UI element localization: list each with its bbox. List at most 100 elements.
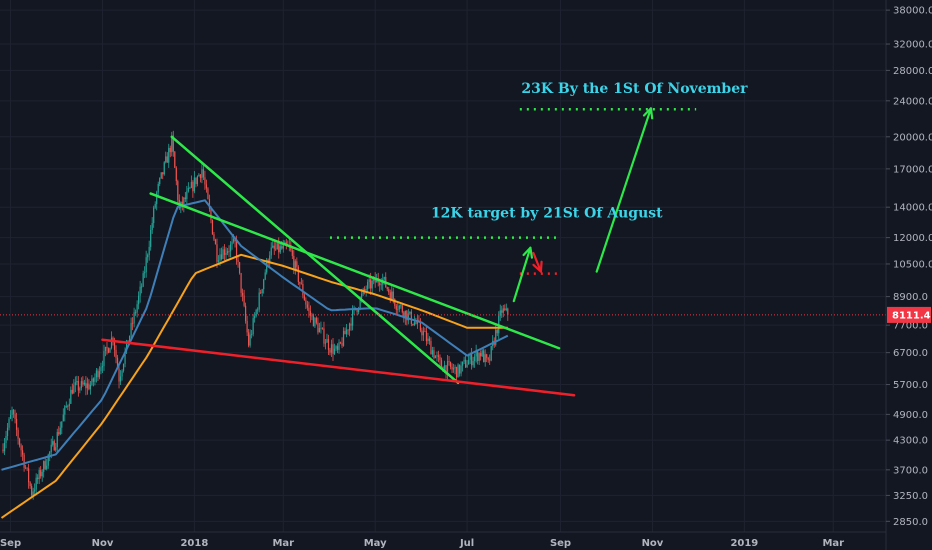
arrow-up-first [512, 246, 532, 303]
candle-body [305, 300, 307, 305]
candle-body [44, 461, 46, 469]
candle-body [320, 327, 322, 329]
candle-body [32, 491, 34, 496]
candle-body [150, 229, 152, 247]
candle-body [413, 322, 415, 325]
arrow-up-second-head [642, 107, 654, 120]
candle-body [359, 297, 361, 309]
candle-body [323, 328, 325, 344]
candle-body [449, 361, 452, 367]
candle-body [309, 311, 312, 316]
candle-body [293, 255, 295, 270]
candle-body [472, 361, 474, 366]
candle-body [350, 323, 352, 326]
candle-body [505, 308, 507, 310]
candle-body [183, 197, 185, 206]
candle-body [400, 305, 402, 307]
candle-body [342, 330, 345, 346]
candle-body [246, 320, 248, 333]
candle-body [330, 344, 333, 353]
candle-body [163, 162, 165, 175]
candle-body [234, 238, 236, 242]
candle-body [469, 354, 471, 360]
candle-body [368, 279, 370, 283]
candle-body [82, 381, 84, 385]
upper-trendline [149, 192, 561, 350]
candle-body [480, 353, 482, 357]
candle-body [439, 357, 441, 361]
support-line [101, 338, 576, 397]
candle-body [17, 429, 19, 439]
candle-body [448, 361, 450, 362]
candle-body [364, 289, 366, 291]
candle-body [437, 355, 440, 358]
candle-body [89, 384, 92, 390]
candle-body [474, 356, 476, 362]
candle-body [248, 332, 250, 346]
candle-body [139, 286, 141, 296]
candle-body [499, 310, 501, 316]
candle-body [422, 331, 425, 336]
x-tick-label: May [364, 538, 387, 549]
candle-body [135, 312, 137, 314]
candle-body [189, 187, 191, 189]
candle-body [279, 246, 281, 253]
candle-body [465, 359, 467, 368]
arrow-down [532, 251, 543, 273]
candle-body [198, 174, 200, 177]
candle-body [391, 291, 393, 300]
candle-body [486, 354, 488, 358]
ma-fast-line [1, 199, 509, 471]
candle-body [106, 346, 108, 349]
moving-averages [0, 199, 509, 519]
candle-body [199, 174, 202, 179]
drawings [0, 107, 886, 397]
y-tick-label: 32000.0 [893, 40, 932, 51]
candle-body [344, 330, 346, 335]
candle-body [166, 156, 168, 163]
candle-body [174, 151, 176, 168]
candle-body [181, 201, 183, 206]
ma-slow-line [0, 253, 508, 519]
candle-body [243, 295, 245, 306]
candle-body [229, 244, 232, 252]
candle-body [28, 468, 30, 483]
candle-body [225, 253, 227, 255]
candle-body [481, 350, 483, 357]
candle-body [241, 292, 244, 296]
candle-body [348, 323, 351, 331]
y-tick-label: 4900.0 [893, 410, 928, 421]
candle-body [142, 273, 144, 287]
y-tick-label: 38000.0 [893, 6, 932, 17]
candle-body [205, 184, 208, 189]
candle-body [255, 309, 257, 317]
candle-body [195, 177, 197, 185]
candle-body [20, 445, 22, 451]
candle-body [351, 309, 354, 326]
candle-body [451, 366, 453, 370]
y-tick-label: 2850.0 [893, 517, 928, 528]
candle-body [272, 245, 274, 248]
candle-body [101, 366, 104, 368]
x-axis-ticks: Sep Nov 2018 Mar May Jul Sep Nov 2019 Mar [0, 538, 844, 549]
candle-body [92, 378, 95, 382]
candle-body [249, 334, 251, 346]
candle-body [193, 177, 195, 192]
candle-body [190, 181, 192, 188]
candle-body [138, 295, 140, 305]
candle-body [296, 261, 298, 267]
candle-body [443, 365, 446, 372]
candle-body [31, 486, 33, 496]
y-axis-ticks: 38000.0 32000.0 28000.0 24000.0 20000.0 17000… [886, 6, 932, 528]
candle-body [281, 246, 283, 249]
candle-body [222, 249, 224, 260]
candle-body [6, 427, 9, 436]
candle-body [157, 183, 159, 193]
candle-body [397, 309, 399, 311]
candle-body [204, 177, 206, 185]
candle-body [415, 322, 417, 324]
candle-body [62, 414, 64, 422]
candle-body [260, 292, 262, 294]
candle-body [431, 350, 434, 355]
